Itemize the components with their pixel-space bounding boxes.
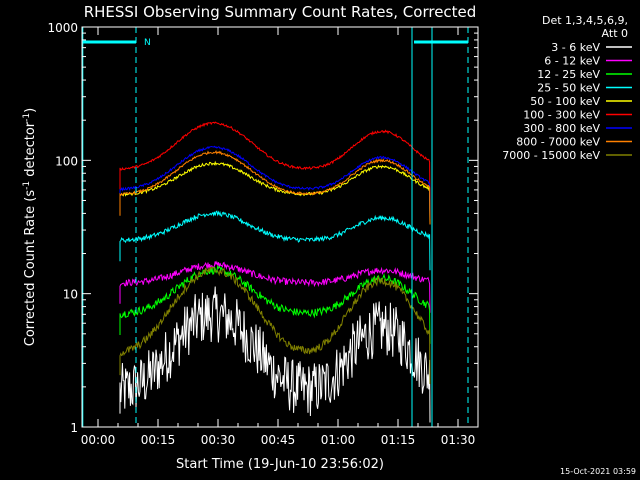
y-label-sup2: -1 — [22, 113, 32, 122]
legend-entry-label: 25 - 50 keV — [537, 82, 600, 95]
y-tick-label: 100 — [55, 154, 78, 168]
y-axis-label: Corrected Count Rate (s-1 detector-1) — [22, 108, 38, 346]
y-tick-label: 1 — [70, 421, 78, 435]
y-tick-label: 10 — [63, 288, 78, 302]
legend-entry-label: 800 - 7000 keV — [516, 136, 600, 149]
x-tick-label: 01:00 — [321, 433, 356, 447]
y-label-end: ) — [23, 108, 38, 113]
legend-header-att: Att 0 — [602, 27, 628, 40]
x-tick-label: 01:30 — [441, 433, 476, 447]
y-axis-ticks: 1 10 100 1000 — [47, 21, 478, 435]
legend-entry-label: 50 - 100 keV — [530, 95, 600, 108]
chart-title: RHESSI Observing Summary Count Rates, Co… — [84, 3, 477, 21]
series-line — [119, 286, 431, 423]
legend-entry-label: 7000 - 15000 keV — [502, 149, 600, 162]
y-label-sup1: -1 — [22, 181, 32, 190]
footer-timestamp: 15-Oct-2021 03:59 — [560, 467, 636, 476]
x-tick-label: 00:45 — [261, 433, 296, 447]
y-label-main: Corrected Count Rate (s — [23, 190, 38, 347]
series-line — [119, 160, 431, 225]
legend-entry-label: 300 - 800 keV — [523, 122, 600, 135]
x-tick-label: 00:15 — [141, 433, 176, 447]
legend-entry-label: 100 - 300 keV — [523, 109, 600, 122]
plot-frame — [81, 26, 479, 428]
x-axis-label: Start Time (19-Jun-10 23:56:02) — [176, 457, 384, 472]
y-tick-label: 1000 — [47, 21, 78, 35]
saa-marker-label: N — [144, 38, 151, 48]
x-tick-label: 01:15 — [381, 433, 416, 447]
series-line — [119, 260, 431, 313]
series-line — [119, 121, 431, 200]
x-tick-label: 00:30 — [201, 433, 236, 447]
series-line — [119, 145, 431, 220]
series-traces — [119, 121, 431, 423]
legend-entry-label: 12 - 25 keV — [537, 68, 600, 81]
time-markers: N — [82, 27, 469, 427]
legend-entry-label: 6 - 12 keV — [544, 55, 600, 68]
x-tick-label: 00:00 — [81, 433, 116, 447]
series-line — [119, 150, 431, 225]
y-label-mid: detector — [23, 121, 38, 181]
series-line — [119, 266, 431, 385]
series-line — [119, 210, 431, 271]
legend-entry-label: 3 - 6 keV — [551, 41, 600, 54]
legend-header: Det 1,3,4,5,6,9, — [542, 14, 628, 27]
x-axis-ticks: 00:00 00:15 00:30 00:45 01:00 01:15 01:30 — [81, 27, 479, 447]
